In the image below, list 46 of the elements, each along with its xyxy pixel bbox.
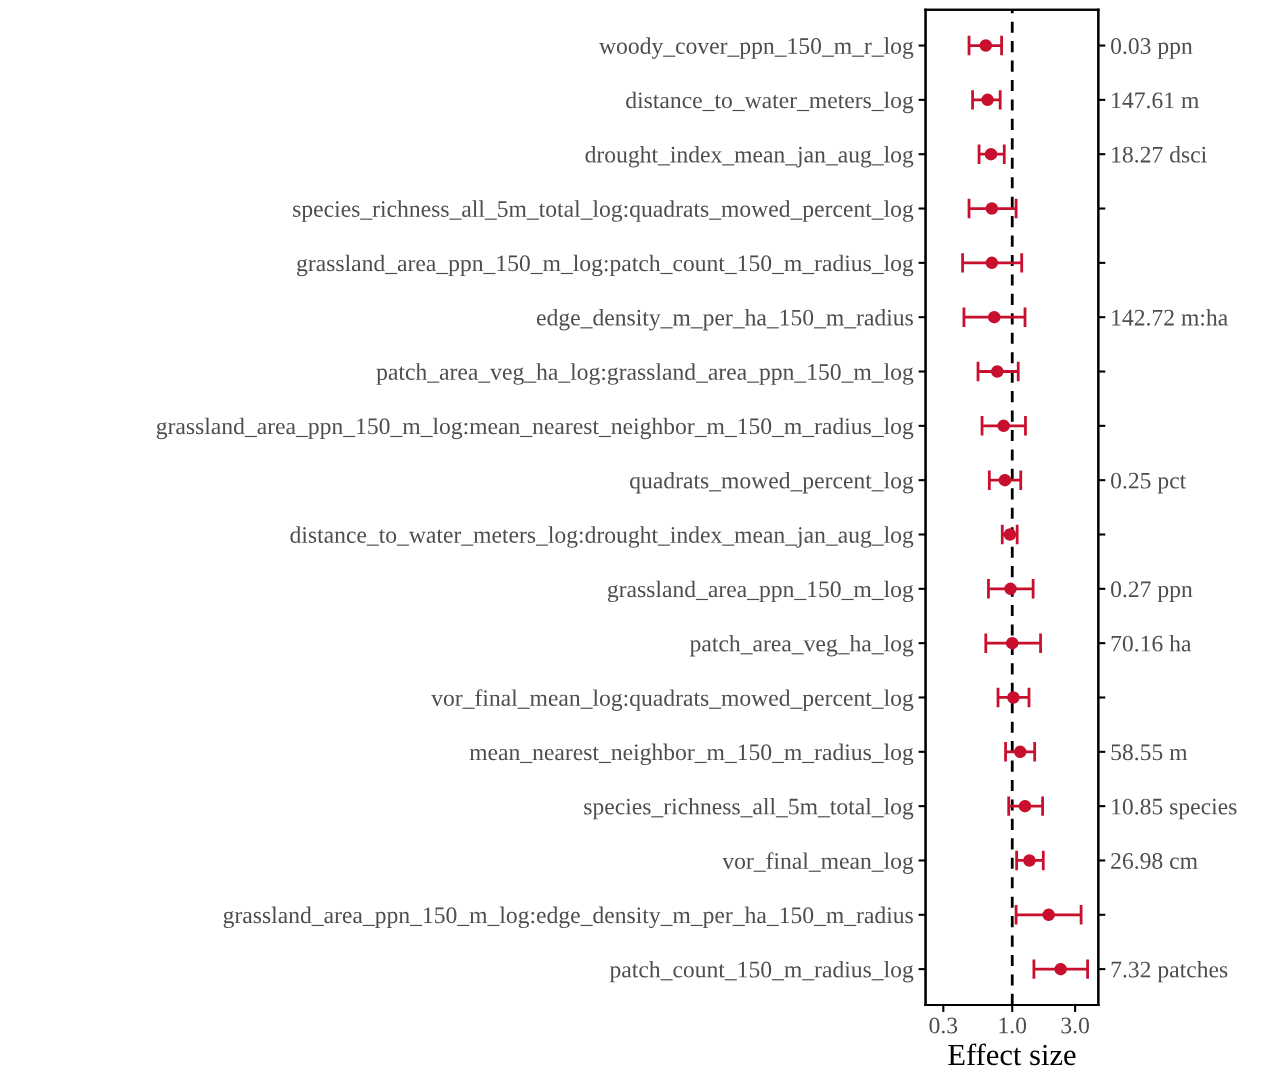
point [1013, 745, 1027, 759]
point [985, 256, 999, 270]
y-tick-label: patch_area_veg_ha_log [689, 634, 914, 657]
x-tick-label: 1.0 [999, 1017, 1027, 1034]
y2-tick-label: 10.85 species [1112, 798, 1237, 820]
point [997, 419, 1010, 433]
y-tick-label: patch_count_150_m_radius_log [609, 960, 914, 983]
y-tick-label: edge_density_m_per_ha_150_m_radius [536, 308, 913, 331]
point [985, 202, 999, 215]
y-tick-label: distance_to_water_meters_log [626, 91, 914, 114]
point [998, 473, 1012, 487]
y-tick-label: drought_index_mean_jan_aug_log [585, 146, 914, 168]
y-tick-label: patch_area_veg_ha_log:grassland_area_ppn_150_m_log [376, 363, 914, 385]
y2-tick-label: 7.32 patches [1111, 960, 1228, 983]
y2-tick-label: 142.72 m:ha [1112, 308, 1228, 326]
y-tick-label: distance_to_water_meters_log:drought_index_mean_jan_aug_log [290, 526, 914, 548]
point [1005, 636, 1019, 650]
y2-tick-label: 0.25 pct [1111, 472, 1187, 494]
point [984, 147, 998, 161]
x-axis-title: Effect size [948, 1043, 1076, 1066]
y-tick-label: species_richness_all_5m_total_log [584, 797, 914, 820]
y2-tick-label: 58.55 m [1111, 744, 1188, 761]
y-tick-label: quadrats_mowed_percent_log [630, 471, 914, 494]
y2-tick-label: 70.16 ha [1111, 634, 1192, 652]
y2-tick-label: 0.03 ppn [1111, 38, 1193, 59]
point [1004, 582, 1017, 596]
point [987, 310, 1001, 324]
y2-tick-label: 26.98 cm [1111, 852, 1198, 869]
y-tick-label: species_richness_all_5m_total_log:quadrats_mowed_percent_log [293, 200, 914, 222]
y-tick-label: woody_cover_ppn_150_m_r_log [599, 37, 914, 59]
point [1003, 528, 1017, 541]
y-tick-label: grassland_area_ppn_150_m_log [607, 580, 914, 603]
y-tick-label: vor_final_mean_log [722, 852, 914, 874]
y-tick-label: grassland_area_ppn_150_m_log:mean_nearest_neighbor_m_150_m_radius_log [156, 417, 914, 440]
y-tick-label: grassland_area_ppn_150_m_log:edge_density_m_per_ha_150_m_radius [223, 906, 913, 929]
point [1007, 691, 1020, 704]
y-tick-label: grassland_area_ppn_150_m_log:patch_count_150_m_radius_log [297, 254, 914, 277]
x-tick-label: 0.3 [929, 1017, 958, 1034]
y2-tick-label: 18.27 dsci [1112, 146, 1207, 163]
point [1018, 799, 1032, 813]
y2-tick-label: 0.27 ppn [1111, 581, 1193, 603]
y-tick-label: mean_nearest_neighbor_m_150_m_radius_log [469, 743, 914, 766]
x-tick-label: 3.0 [1061, 1017, 1089, 1034]
point [991, 365, 1004, 378]
y-tick-label: vor_final_mean_log:quadrats_mowed_percent_log [431, 689, 914, 711]
y2-tick-label: 147.61 m [1112, 92, 1199, 109]
